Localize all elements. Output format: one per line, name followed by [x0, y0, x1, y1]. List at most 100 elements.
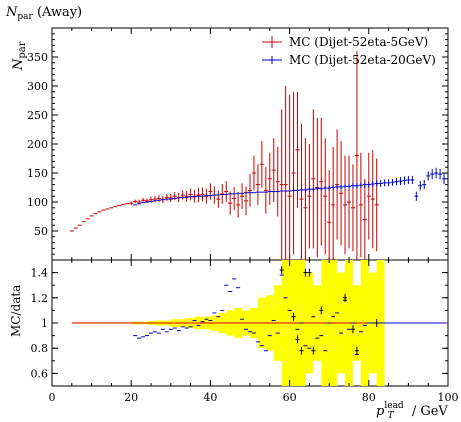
data-point: [303, 188, 308, 192]
data-point: [196, 188, 201, 202]
ratio-series-2: [133, 274, 447, 355]
ratio-point: [311, 346, 316, 355]
x-tick-label: 60: [283, 391, 297, 404]
data-point: [275, 146, 280, 217]
x-tick-label: 0: [49, 391, 56, 404]
data-point: [347, 184, 351, 189]
data-point: [251, 155, 256, 191]
data-point: [406, 175, 411, 185]
data-point: [156, 195, 161, 202]
data-point: [394, 178, 399, 186]
ratio-y-axis-label: MC/data: [9, 285, 23, 337]
data-point: [259, 141, 264, 188]
title-sub: par: [17, 12, 33, 22]
main-y-tick-label: 150: [27, 167, 48, 180]
x-tick-label: 80: [362, 391, 376, 404]
ratio-point: [354, 346, 359, 355]
data-point: [350, 182, 355, 189]
data-point: [366, 181, 371, 188]
main-y-tick-label: 100: [27, 196, 48, 209]
data-point: [307, 144, 312, 249]
data-point: [311, 109, 316, 249]
ratio-series: [71, 266, 448, 355]
data-point: [386, 179, 391, 187]
title-main: N: [5, 5, 18, 20]
data-point: [398, 177, 403, 186]
data-point: [339, 141, 344, 246]
x-tick-label: 100: [438, 391, 459, 404]
data-point: [204, 188, 209, 204]
data-point: [335, 184, 340, 190]
ratio-y-tick-label: 1: [41, 317, 48, 330]
data-point: [370, 181, 375, 187]
legend: MC (Dijet-52eta-5GeV) MC (Dijet-52eta-20…: [262, 35, 436, 67]
ratio-point: [374, 319, 379, 327]
data-point: [141, 197, 146, 203]
data-point: [133, 199, 138, 204]
data-point: [307, 187, 312, 191]
ratio-point: [343, 293, 348, 302]
legend-label-2: MC (Dijet-52eta-20GeV): [289, 53, 436, 67]
data-point: [244, 186, 249, 216]
ratio-point: [319, 306, 324, 315]
xlabel-suffix: / GeV: [408, 404, 449, 419]
data-point: [279, 109, 284, 260]
data-point: [255, 164, 260, 205]
data-point: [248, 174, 252, 207]
data-point: [343, 184, 348, 189]
ratio-point: [307, 268, 312, 277]
x-axis-label: plead T / GeV: [376, 401, 448, 421]
data-point: [414, 191, 419, 201]
data-point: [331, 185, 336, 190]
title-suffix: (Away): [33, 5, 82, 20]
data-point: [382, 179, 387, 187]
data-point: [299, 188, 304, 192]
legend-entry-1: MC (Dijet-52eta-5GeV): [262, 35, 428, 49]
main-series: [69, 51, 447, 260]
xlabel-sup: lead: [384, 401, 404, 411]
ratio-point: [279, 266, 284, 275]
data-point: [438, 168, 443, 180]
ratio-point: [291, 312, 296, 321]
data-point: [228, 191, 233, 215]
data-point: [354, 51, 359, 260]
data-point: [374, 158, 379, 252]
data-point: [323, 186, 328, 190]
xlabel-sub: T: [388, 411, 395, 421]
data-point: [263, 167, 268, 214]
data-point: [370, 149, 375, 249]
data-point: [390, 178, 395, 186]
data-point: [232, 186, 237, 211]
data-point: [236, 192, 241, 218]
data-point: [283, 86, 288, 260]
data-point: [291, 91, 296, 255]
data-point: [299, 123, 304, 260]
data-point: [347, 155, 351, 249]
data-point: [378, 179, 383, 187]
data-point: [224, 181, 229, 202]
data-point: [311, 187, 316, 191]
data-point: [343, 155, 348, 255]
data-point: [291, 188, 296, 193]
main-y-tick-label: 50: [34, 225, 48, 238]
main-y-tick-label: 250: [27, 109, 48, 122]
ratio-y-tick-label: 0.6: [31, 367, 49, 380]
x-tick-label: 20: [124, 391, 138, 404]
main-y-tick-label: 350: [27, 51, 48, 64]
data-point: [176, 192, 181, 202]
main-ylabel-sub: par: [17, 41, 28, 58]
main-y-axis-label: Npar: [11, 41, 28, 71]
ratio-point: [299, 346, 304, 355]
data-point: [327, 170, 332, 260]
data-point: [200, 187, 205, 202]
data-point: [362, 181, 367, 188]
ratio-series-3: [279, 266, 379, 355]
data-point: [350, 164, 355, 252]
data-point: [426, 171, 431, 181]
ratio-y-tick-label: 1.4: [31, 267, 49, 280]
data-point: [208, 183, 213, 200]
ratio-point: [303, 268, 308, 277]
data-point: [287, 94, 292, 260]
data-point: [362, 178, 367, 260]
